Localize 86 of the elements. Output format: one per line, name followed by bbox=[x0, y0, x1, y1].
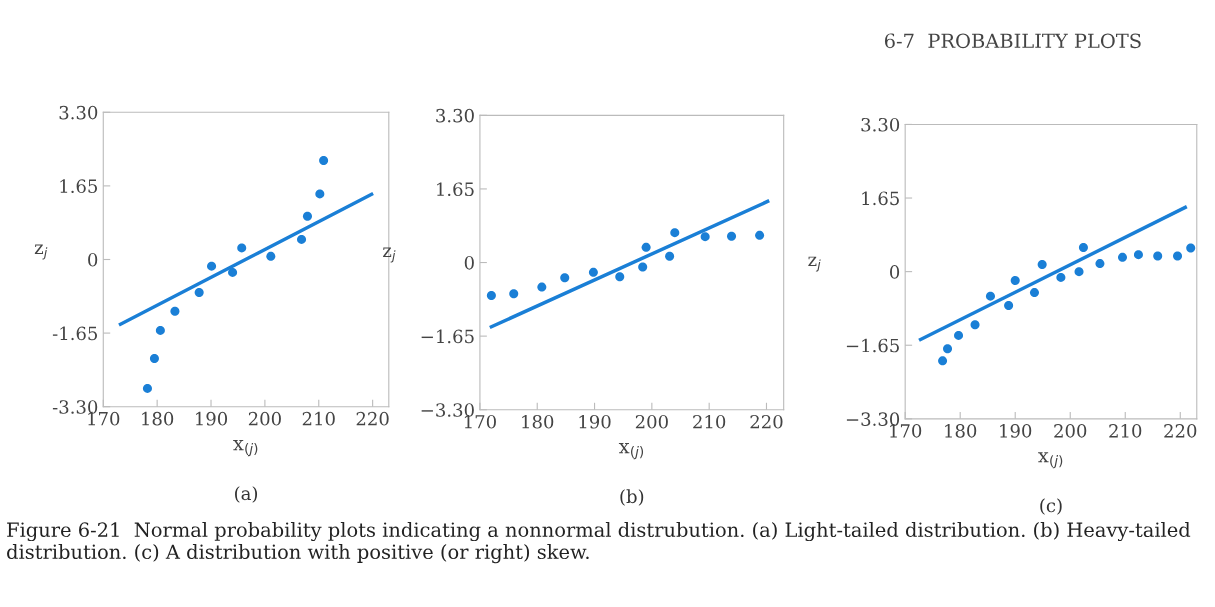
text: (b) bbox=[620, 489, 644, 506]
point bbox=[1056, 272, 1066, 282]
point bbox=[486, 291, 496, 301]
x-tick-label: 180 bbox=[142, 411, 174, 426]
y-axis-title: z$_{j}$ bbox=[383, 247, 396, 263]
point bbox=[970, 320, 980, 330]
point bbox=[302, 211, 312, 221]
point bbox=[319, 155, 329, 165]
y-tick-label: −1.65 bbox=[846, 338, 899, 353]
y-tick-label: 0 bbox=[464, 255, 474, 270]
text: (a) bbox=[235, 486, 258, 503]
point bbox=[1133, 250, 1143, 260]
x-tick-label: 210 bbox=[302, 411, 335, 426]
point bbox=[266, 251, 276, 261]
y-tick-label: 1.65 bbox=[437, 182, 474, 197]
x-tick-label: 210 bbox=[1109, 424, 1142, 438]
point bbox=[755, 230, 765, 240]
point bbox=[155, 325, 165, 335]
point bbox=[194, 288, 204, 297]
point bbox=[1037, 260, 1047, 269]
point bbox=[1118, 252, 1127, 262]
y-axis-title: z$_{j}$ bbox=[34, 244, 48, 260]
point bbox=[170, 306, 180, 316]
x-tick-label: 200 bbox=[635, 414, 668, 429]
point bbox=[588, 267, 598, 277]
x-tick-label: 180 bbox=[945, 424, 977, 438]
point bbox=[1095, 259, 1105, 269]
point bbox=[615, 272, 625, 282]
point bbox=[1078, 243, 1088, 253]
point bbox=[1173, 251, 1183, 261]
x-tick-label: 200 bbox=[1054, 424, 1087, 438]
x-tick-label: 220 bbox=[1164, 424, 1197, 438]
y-tick-label: -1.65 bbox=[52, 326, 98, 341]
y-tick-label: −3.30 bbox=[846, 412, 900, 426]
point bbox=[560, 273, 570, 283]
x-axis-title: x$_{(j)}$ bbox=[233, 440, 258, 457]
point bbox=[1153, 251, 1163, 261]
point bbox=[1010, 276, 1020, 286]
x-tick-label: 210 bbox=[693, 414, 726, 429]
y-tick-label: 1.65 bbox=[862, 191, 899, 206]
point bbox=[638, 262, 648, 272]
y-tick-label: 0 bbox=[88, 252, 98, 267]
text: 6-7 PROBABILITY PLOTS bbox=[884, 33, 1141, 49]
x-tick-label: 190 bbox=[579, 414, 611, 429]
point bbox=[237, 243, 247, 253]
point bbox=[509, 289, 519, 299]
point bbox=[727, 231, 737, 241]
point bbox=[142, 383, 152, 393]
point bbox=[943, 344, 953, 354]
y-axis-title: z$_{j}$ bbox=[808, 256, 821, 272]
x-axis-title: x$_{(j)}$ bbox=[618, 443, 644, 460]
y-tick-label: 3.30 bbox=[59, 105, 98, 120]
point bbox=[537, 282, 547, 292]
point bbox=[315, 189, 325, 199]
x-tick-label: 170 bbox=[464, 414, 496, 429]
point bbox=[1029, 288, 1039, 298]
point bbox=[1186, 243, 1196, 253]
x-axis-title: x$_{(j)}$ bbox=[1038, 452, 1063, 469]
y-tick-label: −1.65 bbox=[421, 329, 474, 344]
point bbox=[700, 232, 710, 242]
x-tick-label: 220 bbox=[750, 414, 783, 429]
y-tick-label: 0 bbox=[890, 265, 900, 279]
x-tick-label: 220 bbox=[356, 411, 389, 426]
y-tick-label: 3.30 bbox=[861, 117, 900, 132]
point bbox=[985, 291, 995, 301]
y-tick-label: 3.30 bbox=[436, 108, 474, 123]
point bbox=[297, 234, 307, 244]
point bbox=[641, 242, 651, 252]
point bbox=[1074, 267, 1084, 277]
point bbox=[938, 356, 948, 366]
x-tick-label: 190 bbox=[195, 411, 228, 426]
x-tick-label: 200 bbox=[248, 411, 281, 426]
point bbox=[665, 251, 675, 261]
text: (c) bbox=[1040, 498, 1062, 515]
point bbox=[228, 267, 238, 277]
x-tick-label: 190 bbox=[1000, 424, 1032, 438]
x-tick-label: 180 bbox=[522, 414, 554, 429]
x-tick-label: 170 bbox=[890, 424, 922, 438]
caption: Figure 6-21 Normal probability plots indicating a nonnormal distrubution. (a) Light-tailed distribution. (b) Heavy-tailed distribution. (c) A distribution with positive (or right) skew. bbox=[7, 522, 1191, 564]
point bbox=[670, 228, 680, 238]
point bbox=[1004, 301, 1014, 311]
point bbox=[954, 330, 964, 340]
point bbox=[149, 354, 159, 364]
y-tick-label: 1.65 bbox=[60, 179, 98, 194]
y-tick-label: −3.30 bbox=[421, 403, 474, 417]
point bbox=[207, 261, 217, 271]
